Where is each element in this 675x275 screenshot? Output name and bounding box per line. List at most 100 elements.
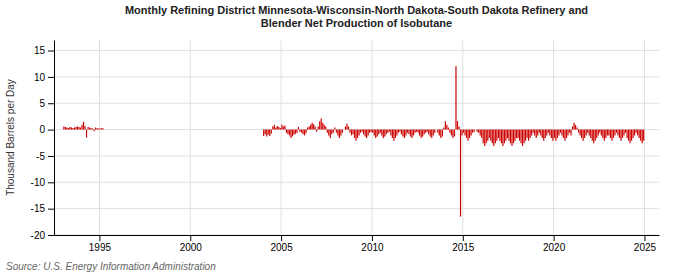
- bar: [628, 130, 629, 141]
- bar: [98, 129, 99, 130]
- bar: [383, 130, 384, 138]
- bar: [283, 126, 284, 129]
- bar: [575, 125, 576, 130]
- y-tick-mark: [48, 103, 54, 104]
- bar: [374, 130, 375, 136]
- bar: [504, 130, 505, 144]
- bar: [395, 130, 396, 138]
- bar: [381, 130, 382, 136]
- x-tick-mark: [554, 235, 555, 241]
- bar: [371, 130, 372, 132]
- bar: [358, 130, 359, 136]
- bar: [307, 127, 308, 129]
- bar: [86, 130, 87, 138]
- bar: [480, 130, 481, 136]
- x-tick-mark: [99, 235, 100, 241]
- chart: Monthly Refining District Minnesota-Wisc…: [0, 0, 675, 275]
- y-tick-label: -10: [31, 177, 46, 188]
- bar: [422, 130, 423, 137]
- bar: [296, 130, 297, 133]
- bar: [334, 127, 335, 129]
- bar: [399, 130, 400, 132]
- bar: [263, 130, 264, 136]
- bar: [471, 130, 472, 136]
- bar: [278, 127, 279, 130]
- bar: [557, 130, 558, 138]
- bar: [362, 130, 363, 132]
- bar: [87, 127, 88, 130]
- bar: [305, 130, 306, 134]
- bar: [292, 130, 293, 137]
- bar: [560, 130, 561, 133]
- bar: [68, 128, 69, 130]
- bar: [520, 130, 521, 144]
- bar: [346, 124, 347, 130]
- y-tick-mark: [48, 209, 54, 210]
- bar: [567, 130, 568, 136]
- bar: [271, 130, 272, 134]
- bar: [524, 130, 525, 144]
- bar: [584, 130, 585, 138]
- y-tick: -20: [31, 230, 54, 241]
- bar: [631, 130, 632, 141]
- bar: [100, 129, 101, 130]
- bar: [272, 126, 273, 129]
- bar: [483, 130, 484, 144]
- bar: [610, 130, 611, 138]
- bar: [530, 130, 531, 138]
- bar: [377, 130, 378, 137]
- bars: [64, 66, 644, 216]
- bar: [351, 130, 352, 136]
- bar: [536, 130, 537, 138]
- bar: [336, 130, 337, 133]
- bar: [542, 130, 543, 138]
- bar: [607, 130, 608, 136]
- bar: [592, 130, 593, 141]
- bar: [449, 130, 450, 133]
- bar: [349, 130, 350, 133]
- bar: [65, 127, 66, 130]
- bar: [531, 130, 532, 136]
- bar: [274, 125, 275, 130]
- bar: [318, 126, 319, 129]
- bar: [281, 125, 282, 130]
- bar: [269, 130, 270, 136]
- y-tick-mark: [48, 235, 54, 236]
- bar: [552, 130, 553, 141]
- bar: [295, 130, 296, 134]
- bar: [390, 130, 391, 136]
- bar: [598, 130, 599, 136]
- bar: [66, 127, 67, 129]
- bar: [623, 130, 624, 136]
- bar: [514, 130, 515, 141]
- bar: [437, 130, 438, 133]
- y-tick: 5: [39, 98, 54, 109]
- bar: [572, 126, 573, 129]
- bar: [280, 128, 281, 130]
- bar: [416, 130, 417, 132]
- bar: [401, 130, 402, 135]
- bar: [496, 130, 497, 141]
- y-axis-title: Thousand Barrels per Day: [5, 79, 16, 196]
- bar: [548, 130, 549, 133]
- bar: [413, 130, 414, 136]
- bar: [510, 130, 511, 144]
- x-tick: 2000: [180, 235, 203, 253]
- title: Monthly Refining District Minnesota-Wisc…: [125, 4, 588, 16]
- bar: [558, 130, 559, 136]
- x-grid-line: [99, 40, 100, 235]
- bar: [555, 130, 556, 141]
- bar: [398, 130, 399, 133]
- y-tick-label: 5: [39, 98, 45, 109]
- bar: [103, 129, 104, 130]
- bar: [342, 130, 343, 133]
- x-tick-label: 2020: [543, 242, 566, 253]
- y-axis: -20-15-10-5051015: [31, 41, 55, 241]
- bar: [286, 130, 287, 133]
- bar: [467, 130, 468, 141]
- bar: [419, 130, 420, 136]
- bar: [84, 126, 85, 130]
- bar: [549, 130, 550, 136]
- bar: [629, 130, 630, 144]
- bar: [277, 126, 278, 130]
